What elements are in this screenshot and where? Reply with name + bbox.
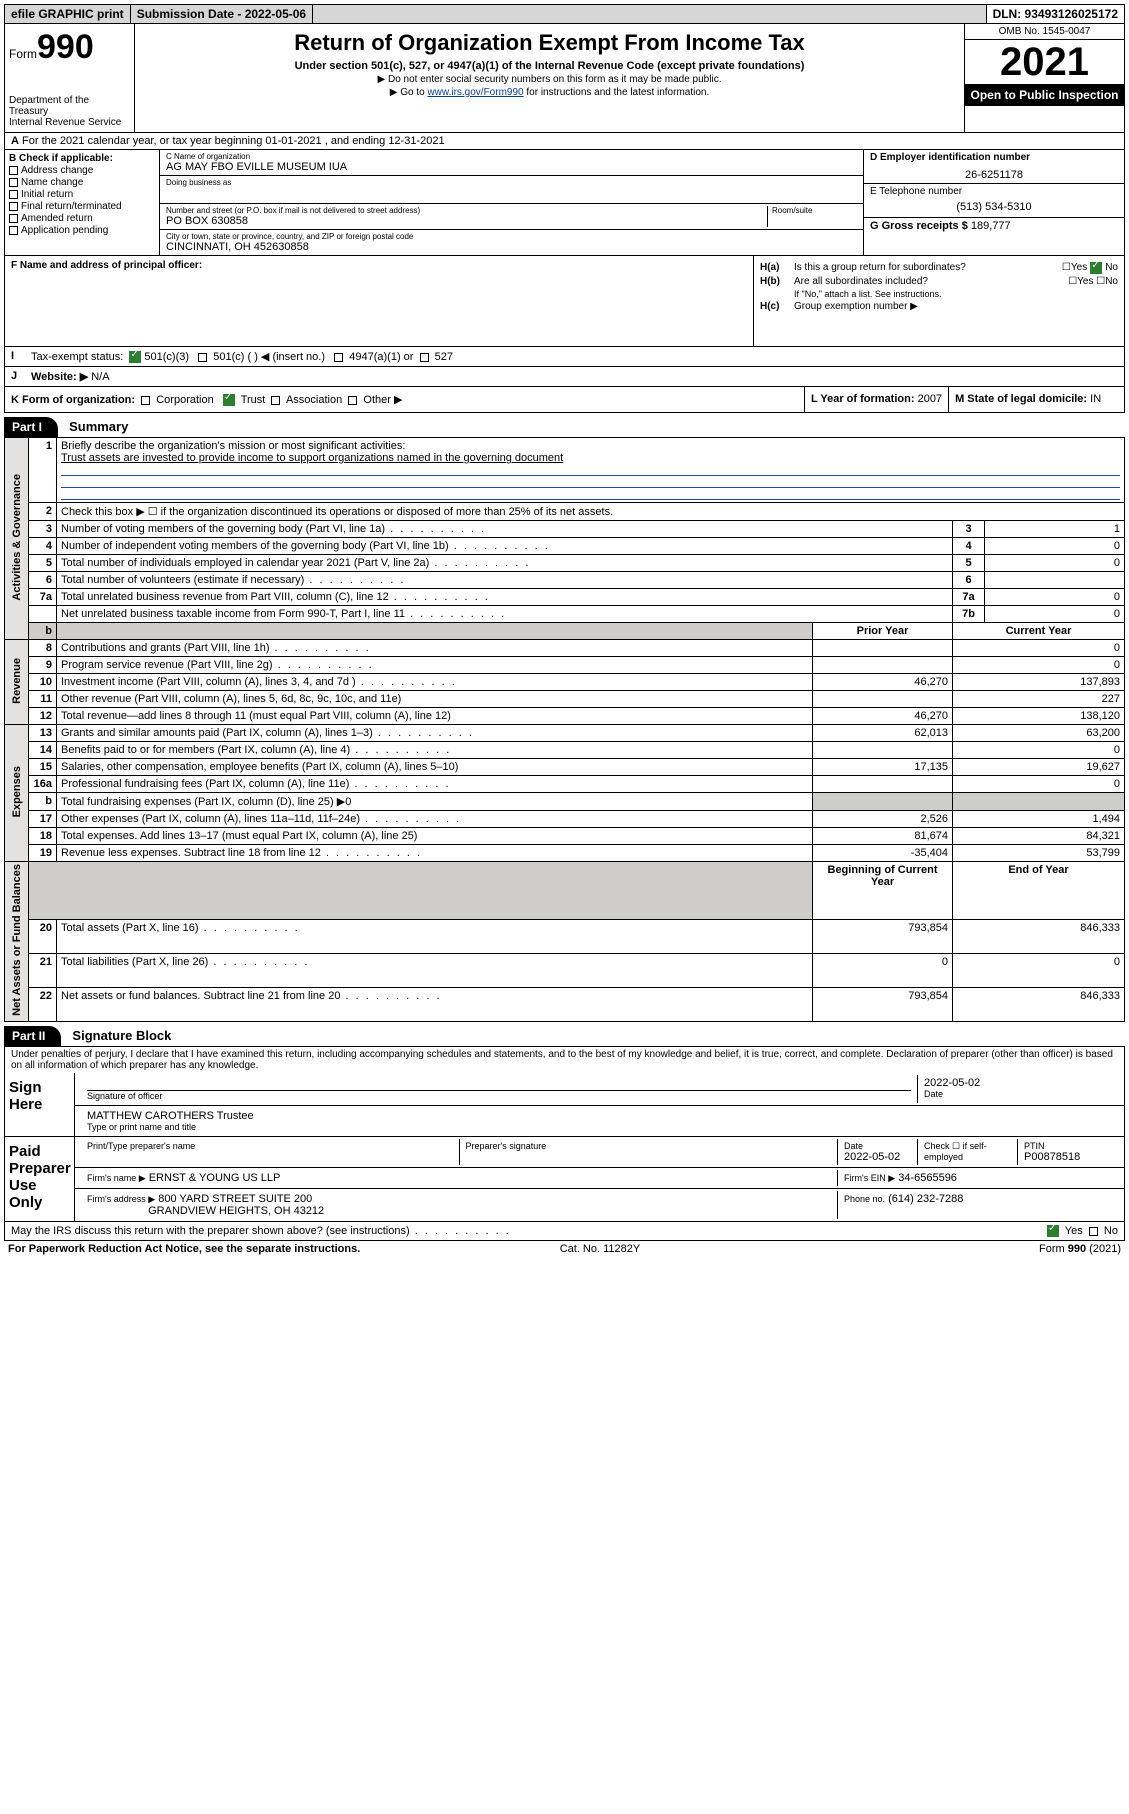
row-fh: F Name and address of principal officer:… xyxy=(4,256,1125,347)
chk-final-return[interactable]: Final return/terminated xyxy=(9,201,155,212)
chk-address-change[interactable]: Address change xyxy=(9,165,155,176)
form-number: Form990 xyxy=(9,28,130,67)
entity-block: B Check if applicable: Address change Na… xyxy=(4,150,1125,256)
dln: DLN: 93493126025172 xyxy=(987,5,1124,23)
row-klm: K Form of organization: Corporation Trus… xyxy=(4,387,1125,413)
street-label: Number and street (or P.O. box if mail i… xyxy=(166,206,767,215)
open-public: Open to Public Inspection xyxy=(965,84,1124,106)
firm-name: ERNST & YOUNG US LLP xyxy=(149,1172,281,1184)
sign-here-label: Sign Here xyxy=(5,1073,75,1136)
row-j: J Website: ▶ N/A xyxy=(4,367,1125,387)
phone-label: E Telephone number xyxy=(870,186,1118,197)
line-2: Check this box ▶ ☐ if the organization d… xyxy=(57,503,1125,521)
mission-text: Trust assets are invested to provide inc… xyxy=(61,452,563,464)
hb-text: Are all subordinates included? xyxy=(794,276,1068,287)
efile-print-button[interactable]: efile GRAPHIC print xyxy=(5,5,131,23)
penalty-text: Under penalties of perjury, I declare th… xyxy=(4,1046,1125,1073)
row-a: A For the 2021 calendar year, or tax yea… xyxy=(4,133,1125,150)
chk-501c3 xyxy=(129,351,141,363)
officer-name: MATTHEW CAROTHERS Trustee xyxy=(87,1110,1112,1122)
website-value: N/A xyxy=(91,371,109,383)
signature-block: Sign Here Signature of officer 2022-05-0… xyxy=(4,1073,1125,1222)
ptin: P00878518 xyxy=(1024,1151,1112,1163)
part-i-header: Part I xyxy=(4,417,58,437)
form-subtitle: Under section 501(c), 527, or 4947(a)(1)… xyxy=(143,60,956,72)
phone-value: (513) 534-5310 xyxy=(870,201,1118,213)
firm-phone: (614) 232-7288 xyxy=(888,1193,963,1205)
sign-date: 2022-05-02 xyxy=(924,1077,1112,1089)
side-revenue: Revenue xyxy=(11,658,23,704)
firm-addr1: 800 YARD STREET SUITE 200 xyxy=(158,1193,312,1205)
room-label: Room/suite xyxy=(772,206,857,215)
note-link: ▶ Go to www.irs.gov/Form990 for instruct… xyxy=(143,87,956,98)
dept-treasury: Department of the Treasury Internal Reve… xyxy=(9,95,130,128)
city-label: City or town, state or province, country… xyxy=(166,232,857,241)
note-ssn: ▶ Do not enter social security numbers o… xyxy=(143,74,956,85)
ha-yes[interactable]: ☐Yes xyxy=(1062,262,1087,274)
ein-label: D Employer identification number xyxy=(870,152,1118,163)
side-netassets: Net Assets or Fund Balances xyxy=(11,864,23,1016)
gross-value: 189,777 xyxy=(971,220,1011,232)
chk-application-pending[interactable]: Application pending xyxy=(9,225,155,236)
side-expenses: Expenses xyxy=(11,766,23,817)
part-i-title: Summary xyxy=(61,419,128,434)
row-i: I Tax-exempt status: 501(c)(3) 501(c) ( … xyxy=(4,347,1125,367)
form-header: Form990 Department of the Treasury Inter… xyxy=(4,24,1125,133)
name-label: C Name of organization xyxy=(166,152,857,161)
paid-preparer-label: Paid Preparer Use Only xyxy=(5,1137,75,1221)
hb-yesno[interactable]: ☐Yes ☐No xyxy=(1068,276,1118,287)
section-b-heading: B Check if applicable: xyxy=(9,153,155,164)
state-domicile: IN xyxy=(1090,393,1101,405)
ha-text: Is this a group return for subordinates? xyxy=(794,262,1062,274)
form-title: Return of Organization Exempt From Incom… xyxy=(143,30,956,56)
discuss-yes xyxy=(1047,1225,1059,1237)
discuss-text: May the IRS discuss this return with the… xyxy=(11,1225,1044,1237)
omb-number: OMB No. 1545-0047 xyxy=(965,24,1124,40)
summary-table: Activities & Governance 1 Briefly descri… xyxy=(4,437,1125,1022)
city-value: CINCINNATI, OH 452630858 xyxy=(166,241,857,253)
hb-note: If "No," attach a list. See instructions… xyxy=(760,289,1118,299)
chk-amended[interactable]: Amended return xyxy=(9,213,155,224)
firm-addr2: GRANDVIEW HEIGHTS, OH 43212 xyxy=(148,1205,324,1217)
side-governance: Activities & Governance xyxy=(11,474,23,601)
chk-initial-return[interactable]: Initial return xyxy=(9,189,155,200)
hc-text: Group exemption number ▶ xyxy=(794,301,918,312)
chk-trust xyxy=(223,394,235,406)
org-name: AG MAY FBO EVILLE MUSEUM IUA xyxy=(166,161,857,173)
ha-no-checked xyxy=(1090,262,1102,274)
topbar: efile GRAPHIC print Submission Date - 20… xyxy=(4,4,1125,24)
irs-link[interactable]: www.irs.gov/Form990 xyxy=(427,87,523,98)
ein-value: 26-6251178 xyxy=(870,169,1118,181)
officer-label: F Name and address of principal officer: xyxy=(11,260,747,271)
gross-label: G Gross receipts $ xyxy=(870,220,968,232)
part-ii-title: Signature Block xyxy=(64,1028,171,1043)
street-value: PO BOX 630858 xyxy=(166,215,767,227)
chk-name-change[interactable]: Name change xyxy=(9,177,155,188)
year-formation: 2007 xyxy=(918,393,942,405)
submission-date: Submission Date - 2022-05-06 xyxy=(131,5,313,23)
part-ii-header: Part II xyxy=(4,1026,61,1046)
dba-label: Doing business as xyxy=(166,178,857,187)
firm-ein: 34-6565596 xyxy=(898,1172,957,1184)
page-footer: For Paperwork Reduction Act Notice, see … xyxy=(4,1241,1125,1257)
tax-year: 2021 xyxy=(965,40,1124,84)
